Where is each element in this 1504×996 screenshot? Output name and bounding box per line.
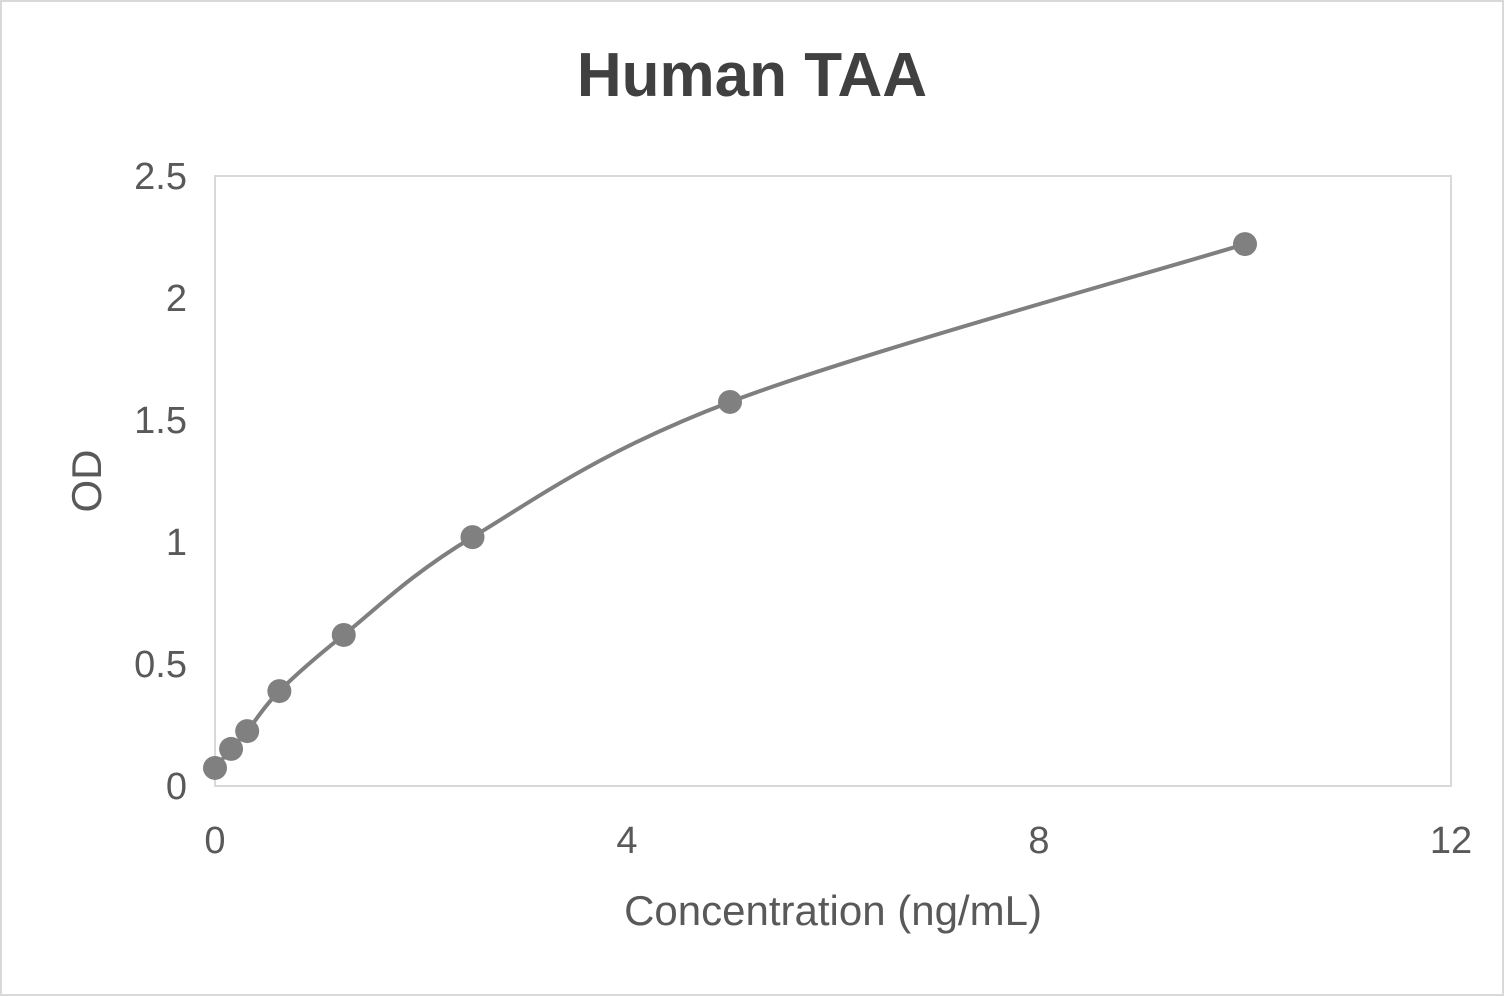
x-tick-label: 12 bbox=[1430, 820, 1472, 862]
y-tick-label: 2 bbox=[166, 278, 187, 320]
data-point bbox=[235, 719, 260, 744]
x-tick-label: 0 bbox=[204, 820, 225, 862]
data-point bbox=[718, 389, 742, 414]
x-axis-label: Concentration (ng/mL) bbox=[624, 887, 1042, 934]
y-tick-label: 0 bbox=[166, 766, 187, 808]
data-point bbox=[267, 679, 292, 704]
data-point bbox=[1233, 232, 1257, 257]
data-point bbox=[219, 736, 244, 761]
x-tick-label: 4 bbox=[616, 820, 637, 862]
y-tick-label: 0.5 bbox=[134, 644, 187, 686]
y-tick-label: 1.5 bbox=[134, 400, 187, 442]
plot-area bbox=[214, 175, 1452, 787]
data-point bbox=[331, 622, 356, 647]
chart-title: Human TAA bbox=[577, 41, 927, 110]
y-tick-label: 2.5 bbox=[134, 156, 187, 198]
y-tick-label: 1 bbox=[166, 522, 187, 564]
y-axis-label: OD bbox=[63, 450, 110, 513]
data-point bbox=[460, 525, 485, 550]
data-point bbox=[203, 755, 227, 780]
x-tick-label: 8 bbox=[1028, 820, 1049, 862]
